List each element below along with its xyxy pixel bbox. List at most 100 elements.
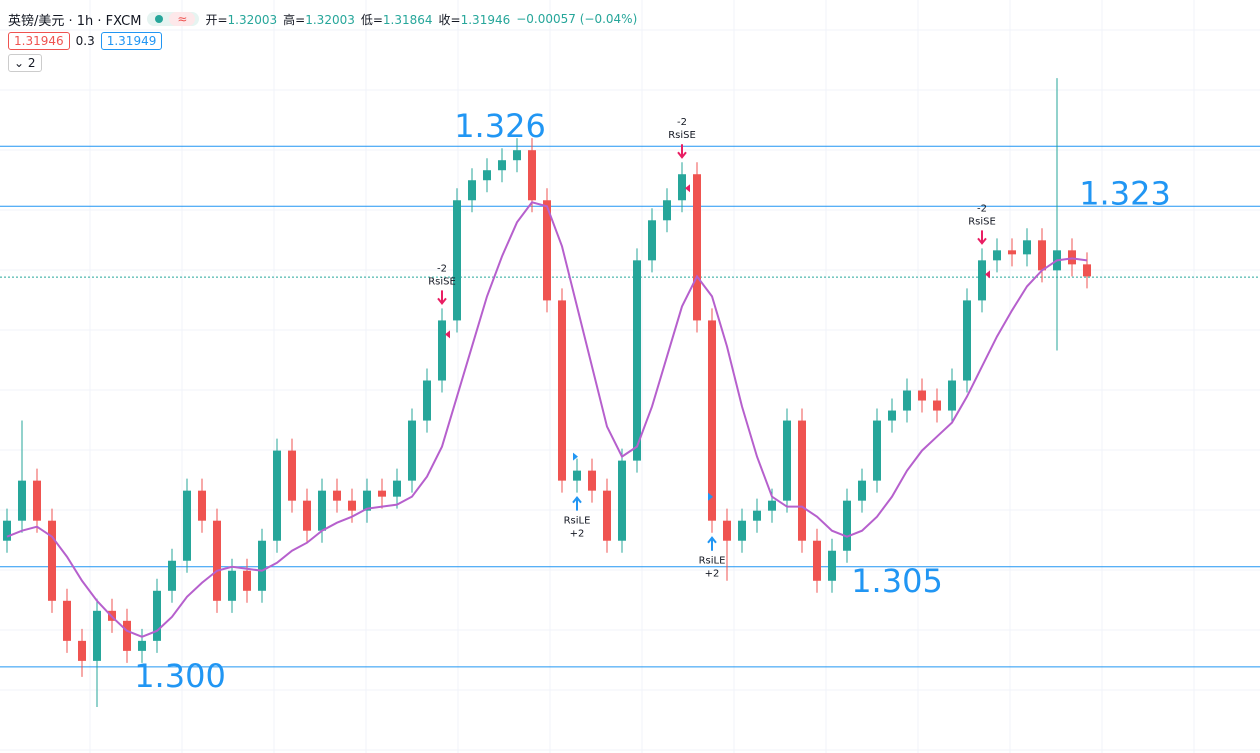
- candle-body: [513, 150, 521, 161]
- signal-label: RsiSE: [968, 216, 996, 227]
- symbol: 英镑/美元 · 1h · FXCM: [8, 13, 142, 29]
- candle-body: [918, 390, 926, 401]
- candle-body: [963, 300, 971, 381]
- candle-body: [618, 460, 626, 541]
- signal-qty: -2: [677, 117, 687, 128]
- ohlc-label: 开=: [205, 12, 228, 27]
- candle-body: [483, 170, 491, 181]
- ohlc-value: 1.32003: [227, 12, 278, 27]
- spread: 0.3: [75, 34, 95, 48]
- signal-marker: [708, 492, 713, 501]
- candle-body: [3, 520, 11, 541]
- signal-marker: [445, 330, 450, 339]
- candle-body: [903, 390, 911, 411]
- header: 英镑/美元 · 1h · FXCM ≈ 开=1.32003 高= 1.32003 低=…: [8, 8, 637, 74]
- candle-body: [768, 500, 776, 511]
- candle-body: [303, 500, 311, 531]
- candle-body: [93, 610, 101, 661]
- symbol-row: 英镑/美元 · 1h · FXCM ≈ 开=1.32003 高= 1.32003 低=…: [8, 8, 637, 30]
- candle-body: [198, 490, 206, 521]
- indicator-count: 2: [27, 56, 36, 70]
- bid[interactable]: 1.31946: [8, 32, 70, 50]
- ohlc-value: 1.31864: [382, 12, 433, 27]
- ask[interactable]: 1.31949: [100, 32, 163, 50]
- candle-body: [258, 540, 266, 591]
- candle-body: [1038, 240, 1046, 271]
- candle-body: [183, 490, 191, 561]
- candle-body: [243, 570, 251, 591]
- candle-body: [543, 200, 551, 301]
- candle-body: [498, 160, 506, 171]
- level-label: 1.305: [851, 562, 943, 600]
- level-label: 1.323: [1079, 174, 1171, 212]
- candle-body: [1023, 240, 1031, 255]
- candle-body: [153, 590, 161, 641]
- candle-body: [378, 490, 386, 497]
- candle-body: [333, 490, 341, 501]
- signal-label: RsiLE: [564, 516, 591, 527]
- badge: ≈: [169, 12, 196, 26]
- candle-body: [843, 500, 851, 551]
- level-label: 1.300: [134, 657, 226, 695]
- candle-body: [693, 174, 701, 321]
- candle-body: [888, 410, 896, 421]
- candle-body: [933, 400, 941, 411]
- signal-qty: -2: [437, 263, 447, 274]
- candle-body: [453, 200, 461, 321]
- candle-body: [468, 180, 476, 201]
- candle-body: [1008, 250, 1016, 255]
- candle-body: [858, 480, 866, 501]
- ohlc: 开=1.32003 高= 1.32003 低=1.31864 收=1.31946: [205, 11, 510, 28]
- candle-body: [48, 520, 56, 601]
- candle-body: [348, 500, 356, 511]
- candle-body: [873, 420, 881, 481]
- candle-body: [723, 520, 731, 541]
- signal-qty: +2: [570, 529, 585, 540]
- candle-body: [648, 220, 656, 261]
- candle-body: [273, 450, 281, 541]
- candle-body: [78, 640, 86, 661]
- candle-body: [33, 480, 41, 521]
- ohlc-item: 开=1.32003: [205, 11, 277, 28]
- candle-body: [228, 570, 236, 601]
- candle-body: [738, 520, 746, 541]
- ohlc-value: 1.31946: [460, 12, 511, 27]
- indicator-row: ⌄ 2: [8, 52, 637, 74]
- candle-body: [603, 490, 611, 541]
- candle-body: [993, 250, 1001, 261]
- indicator-toggle[interactable]: ⌄ 2: [8, 54, 42, 72]
- signal-marker: [985, 270, 990, 279]
- signal-marker: [573, 452, 578, 461]
- ohlc-label: 低=: [360, 12, 383, 27]
- candle-body: [708, 320, 716, 521]
- candle-body: [828, 550, 836, 581]
- status[interactable]: ≈: [147, 12, 200, 26]
- candle-body: [678, 174, 686, 201]
- signal-label: RsiSE: [668, 130, 696, 141]
- candle-body: [573, 470, 581, 481]
- candle-body: [213, 520, 221, 601]
- ohlc-item: 收=1.31946: [439, 11, 511, 28]
- signal-arrow: [572, 496, 582, 511]
- candle-body: [633, 260, 641, 461]
- candle-body: [438, 320, 446, 381]
- candle-body: [753, 510, 761, 521]
- ohlc-label: 收=: [438, 12, 461, 27]
- candle-body: [168, 560, 176, 591]
- candle-body: [798, 420, 806, 541]
- candle-body: [363, 490, 371, 511]
- signal-qty: -2: [977, 203, 987, 214]
- moving-average: [6, 201, 1088, 638]
- signal-arrow: [677, 144, 687, 159]
- candle-body: [138, 640, 146, 651]
- signal-label: RsiLE: [699, 556, 726, 567]
- candle-body: [948, 380, 956, 411]
- ohlc-label: 高=: [283, 12, 306, 27]
- signal-marker: [685, 184, 690, 193]
- candle-body: [408, 420, 416, 481]
- signal-arrow: [707, 536, 717, 551]
- status-dot: [155, 15, 164, 23]
- candle-body: [558, 300, 566, 481]
